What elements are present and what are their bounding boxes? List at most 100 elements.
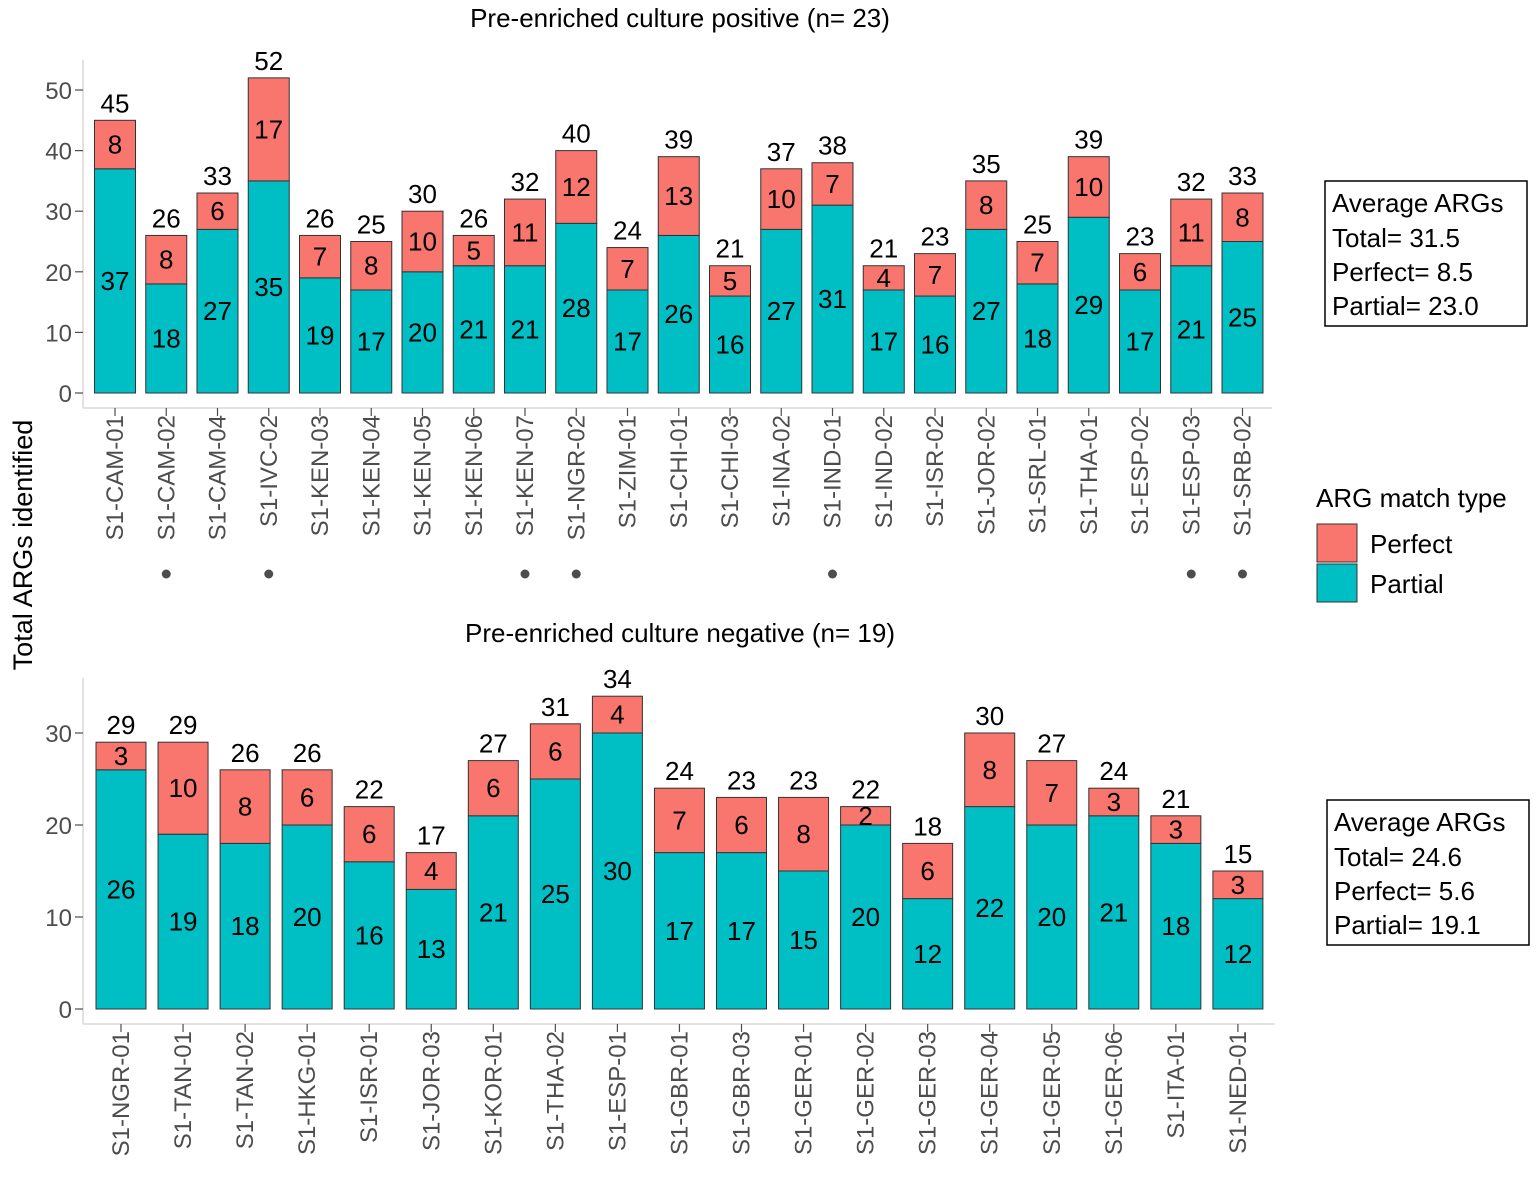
- bar-label-perfect: 8: [238, 792, 252, 822]
- bar-partial: [281, 824, 333, 1010]
- x-tick-label: S1-GER-03: [915, 1031, 942, 1155]
- bar-perfect: [467, 760, 519, 817]
- marker-dot: [264, 569, 274, 579]
- marker-dot: [161, 569, 171, 579]
- bar-label-perfect: 8: [1235, 202, 1249, 232]
- bar-label-perfect: 6: [920, 856, 934, 886]
- bar-label-partial: 22: [975, 893, 1004, 923]
- bar-partial: [299, 277, 341, 394]
- bar-perfect: [840, 806, 892, 826]
- x-tick-label: S1-CAM-04: [205, 415, 232, 540]
- bar-total-label: 30: [408, 179, 437, 209]
- x-tick-label: S1-ESP-03: [1178, 415, 1205, 535]
- bar-total-label: 31: [541, 692, 570, 722]
- bar-perfect: [299, 234, 341, 279]
- legend-label-perfect: Perfect: [1370, 529, 1453, 559]
- bar-perfect: [1212, 870, 1264, 900]
- x-tick-label: S1-JOR-03: [418, 1031, 445, 1151]
- bar-total-label: 23: [789, 765, 818, 795]
- legend-swatch-partial: [1316, 563, 1358, 603]
- bar-perfect: [281, 769, 333, 826]
- bar-partial: [591, 732, 643, 1010]
- x-tick-label: S1-CHI-01: [666, 415, 693, 528]
- bar-label-perfect: 11: [512, 217, 539, 247]
- x-tick-label: S1-INA-02: [768, 415, 795, 527]
- x-tick-label: S1-ITA-01: [1163, 1031, 1190, 1139]
- bar-total-label: 18: [913, 811, 942, 841]
- x-tick-label: S1-HKG-01: [294, 1031, 321, 1155]
- x-tick-label: S1-TAN-01: [170, 1031, 197, 1149]
- bar-label-partial: 27: [203, 296, 232, 326]
- x-tick-label: S1-CHI-03: [717, 415, 744, 528]
- x-tick-label: S1-KEN-06: [461, 415, 488, 536]
- stats-box-frame: [1326, 799, 1530, 946]
- bar-label-partial: 17: [665, 916, 694, 946]
- bar-label-partial: 18: [1023, 323, 1052, 353]
- bar-perfect: [343, 806, 395, 863]
- bar-label-partial: 18: [231, 911, 260, 941]
- bar-label-perfect: 8: [979, 190, 993, 220]
- bar-label-perfect: 8: [796, 819, 810, 849]
- bar-perfect: [350, 241, 393, 291]
- axes: 0 10 20 30 S1-NGR-01 S1-TAN-01 S1-TAN-02 S1-HKG…: [45, 677, 1275, 1156]
- stats-partial: Partial= 23.0: [1332, 291, 1479, 321]
- bar-partial: [1026, 824, 1078, 1010]
- stats-perfect: Perfect= 5.6: [1334, 876, 1475, 906]
- y-tick-label: 50: [45, 78, 72, 105]
- bar-perfect: [965, 180, 1008, 230]
- bar-partial: [555, 222, 598, 394]
- bar-label-perfect: 6: [734, 810, 748, 840]
- bar-label-perfect: 13: [664, 181, 693, 211]
- bar-total-label: 52: [254, 46, 283, 76]
- bar-perfect: [862, 265, 905, 291]
- bar-total-label: 25: [1023, 210, 1052, 240]
- bar-total-label: 39: [1074, 125, 1103, 155]
- x-tick-label: S1-ZIM-01: [615, 415, 642, 528]
- bar-total-label: 25: [357, 210, 386, 240]
- x-tick-label: S1-GBR-01: [666, 1031, 693, 1155]
- bar-label-partial: 20: [851, 902, 880, 932]
- legend: ARG match type Perfect Partial: [1316, 483, 1507, 603]
- x-tick-label: S1-NGR-02: [563, 415, 590, 540]
- bar-perfect: [811, 162, 854, 206]
- bar-partial: [811, 204, 854, 394]
- stats-heading: Average ARGs: [1334, 807, 1506, 837]
- bar-partial: [529, 778, 581, 1010]
- bar-label-perfect: 2: [858, 801, 872, 831]
- bar-label-perfect: 11: [1178, 217, 1205, 247]
- y-tick-label: 10: [45, 905, 72, 932]
- bar-label-perfect: 10: [1074, 172, 1103, 202]
- x-tick-label: S1-IVC-02: [256, 415, 283, 527]
- bar-total-label: 22: [851, 775, 880, 805]
- bar-perfect: [157, 741, 209, 835]
- marker-dot: [571, 569, 581, 579]
- bar-total-label: 15: [1223, 839, 1252, 869]
- bar-perfect: [94, 119, 136, 170]
- x-tick-label: S1-KOR-01: [480, 1031, 507, 1155]
- x-tick-label: S1-GER-04: [977, 1031, 1004, 1155]
- bar-partial: [1150, 842, 1202, 1010]
- bar-total-label: 23: [921, 222, 950, 252]
- bar-label-perfect: 4: [424, 856, 438, 886]
- bar-label-perfect: 7: [825, 169, 839, 199]
- y-tick-label: 10: [45, 320, 72, 347]
- x-tick-label: S1-KEN-05: [410, 415, 437, 536]
- bar-label-partial: 12: [913, 939, 942, 969]
- bar-label-perfect: 6: [300, 782, 314, 812]
- stats-box-positive: Average ARGs Total= 31.5 Perfect= 8.5 Pa…: [1324, 180, 1528, 327]
- bar-total-label: 26: [293, 738, 322, 768]
- bar-partial: [862, 289, 905, 394]
- bar-perfect: [1119, 253, 1161, 291]
- bar-partial: [452, 265, 495, 394]
- bar-perfect: [709, 265, 751, 297]
- x-tick-label: S1-NED-01: [1225, 1031, 1252, 1154]
- bar-perfect: [196, 192, 239, 230]
- x-tick-label: S1-GER-06: [1101, 1031, 1128, 1155]
- bar-partial: [219, 842, 271, 1010]
- bar-label-partial: 18: [152, 323, 181, 353]
- bar-partial: [1170, 265, 1213, 394]
- bar-total-label: 21: [716, 234, 745, 264]
- bar-label-perfect: 12: [562, 172, 591, 202]
- bar-label-perfect: 8: [159, 245, 173, 275]
